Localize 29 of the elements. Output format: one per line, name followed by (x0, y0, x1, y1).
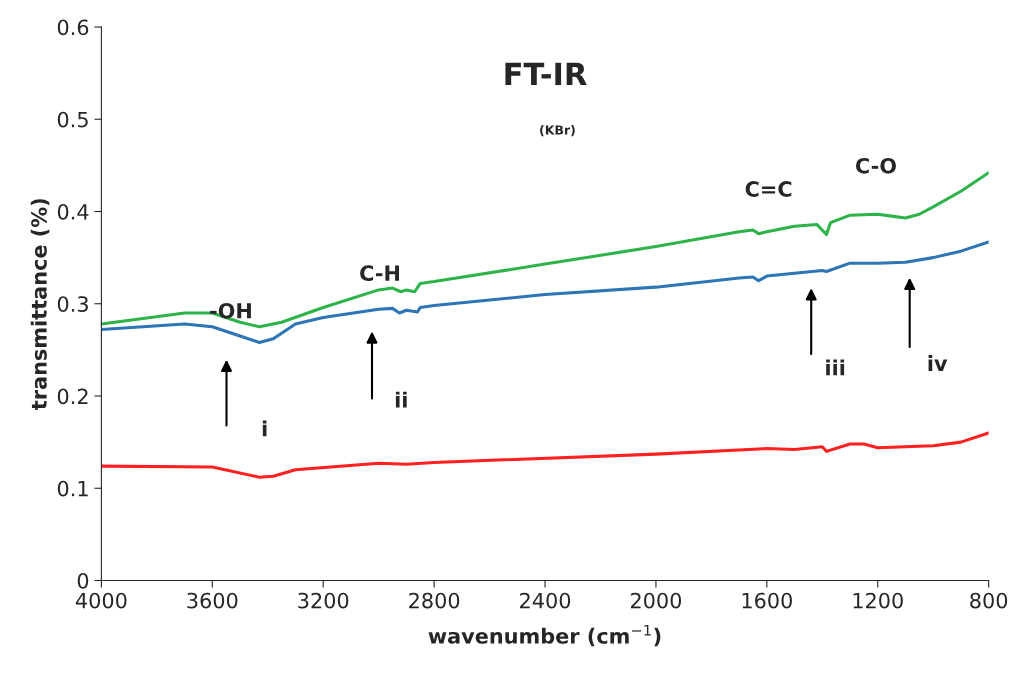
y-tick-label: 0.3 (57, 296, 88, 312)
x-tick-label: 3200 (298, 592, 349, 609)
y-tick-label: 0.4 (57, 203, 89, 220)
annotation: iii (826, 359, 845, 376)
x-tick-label: 1600 (742, 592, 792, 609)
y-tick-label: 0 (77, 572, 89, 589)
x-tick-label: 800 (970, 592, 1008, 609)
annotation: C=C (745, 181, 792, 197)
annotation: C-H (360, 265, 400, 282)
annotation: -OH (210, 302, 251, 319)
x-tick-label: 2800 (409, 592, 460, 609)
x-tick-label: 4000 (75, 592, 127, 609)
annotation: i (262, 420, 267, 437)
x-tick-label: 3600 (187, 592, 238, 609)
y-axis-title: transmittance (%) (30, 199, 50, 410)
y-tick-label: 0.6 (57, 19, 89, 36)
text: FT-IR (505, 62, 587, 86)
y-tick-label: 0.1 (57, 480, 88, 497)
annotation: C-O (855, 157, 896, 174)
x-axis-title: wavenumber (cm$^{−1}$) (428, 624, 661, 647)
y-tick-label: 0.2 (57, 388, 88, 405)
line-series (101, 240, 989, 345)
annotation: ii (395, 391, 407, 408)
x-tick-label: 1200 (853, 592, 903, 609)
x-tick-label: 2400 (520, 592, 571, 609)
annotation: iv (928, 355, 948, 371)
annotation: (KBr) (540, 125, 575, 137)
x-tick-label: 2000 (630, 592, 682, 609)
y-tick-label: 0.5 (57, 111, 88, 128)
